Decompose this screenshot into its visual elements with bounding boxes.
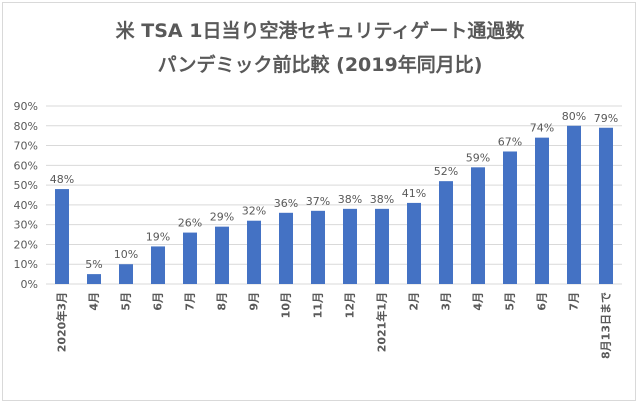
data-label: 74% bbox=[530, 122, 554, 135]
bar bbox=[183, 232, 197, 284]
x-tick-label: 2020年3月 bbox=[55, 292, 69, 352]
y-tick-label: 80% bbox=[14, 120, 38, 133]
bar bbox=[343, 208, 357, 284]
bar bbox=[279, 212, 293, 284]
x-tick-label: 3月 bbox=[440, 292, 453, 311]
x-tick-label: 9月 bbox=[248, 292, 261, 311]
bar bbox=[439, 181, 453, 284]
data-label: 41% bbox=[402, 187, 426, 200]
bar bbox=[55, 189, 69, 284]
data-label: 37% bbox=[306, 195, 330, 208]
x-tick-label: 7月 bbox=[184, 292, 197, 311]
x-tick-label: 4月 bbox=[88, 292, 101, 311]
y-tick-label: 60% bbox=[14, 159, 38, 172]
y-tick-label: 10% bbox=[14, 258, 38, 271]
bar bbox=[471, 167, 485, 284]
x-axis-tick-labels: 2020年3月 4月 5月 6月 7月 8月 9月 10月 11月 12月 2021年1月 2月 3月 4… bbox=[55, 292, 613, 359]
y-tick-label: 50% bbox=[14, 179, 38, 192]
y-tick-label: 30% bbox=[14, 219, 38, 232]
x-tick-label: 11月 bbox=[312, 292, 325, 318]
data-labels: 48% 5% 10% 19% 26% 29% 32% 36% 37% 38% 38% 41% 52% 59… bbox=[50, 110, 618, 271]
x-tick-label: 8月 bbox=[216, 292, 229, 311]
bar bbox=[215, 226, 229, 284]
data-label: 5% bbox=[85, 258, 102, 271]
bar bbox=[151, 246, 165, 284]
chart-title: 米 TSA 1日当り空港セキュリティゲート通過数 bbox=[115, 20, 525, 42]
data-label: 67% bbox=[498, 135, 522, 148]
gridlines bbox=[46, 105, 622, 285]
bar bbox=[503, 151, 517, 284]
chart-subtitle: パンデミック前比較 (2019年同月比) bbox=[157, 54, 483, 76]
data-label: 38% bbox=[338, 193, 362, 206]
y-tick-label: 0% bbox=[21, 278, 38, 291]
x-tick-label: 5月 bbox=[504, 292, 517, 311]
x-tick-label: 12月 bbox=[344, 292, 357, 318]
data-label: 19% bbox=[146, 230, 170, 243]
bars bbox=[55, 125, 613, 285]
data-label: 52% bbox=[434, 165, 458, 178]
x-tick-label: 10月 bbox=[280, 292, 293, 318]
y-tick-label: 90% bbox=[14, 100, 38, 113]
x-tick-label: 5月 bbox=[120, 292, 133, 311]
bar bbox=[119, 264, 133, 284]
y-tick-label: 40% bbox=[14, 199, 38, 212]
bar bbox=[247, 220, 261, 284]
data-label: 10% bbox=[114, 248, 138, 261]
data-label: 80% bbox=[562, 110, 586, 123]
y-axis-tick-labels: 0% 10% 20% 30% 40% 50% 60% 70% 80% 90% bbox=[14, 100, 38, 291]
bar bbox=[311, 210, 325, 284]
bar bbox=[375, 208, 389, 284]
x-tick-label: 8月13日まで bbox=[600, 292, 613, 359]
bar bbox=[567, 125, 581, 285]
bar bbox=[407, 202, 421, 284]
x-tick-label: 6月 bbox=[536, 292, 549, 311]
data-label: 32% bbox=[242, 205, 266, 218]
bar bbox=[599, 127, 613, 284]
x-tick-label: 2021年1月 bbox=[375, 292, 389, 352]
y-tick-label: 70% bbox=[14, 140, 38, 153]
chart-frame bbox=[2, 2, 636, 401]
data-label: 79% bbox=[594, 112, 618, 125]
data-label: 48% bbox=[50, 173, 74, 186]
data-label: 38% bbox=[370, 193, 394, 206]
bar bbox=[87, 274, 101, 284]
bar bbox=[535, 137, 549, 284]
x-tick-label: 7月 bbox=[568, 292, 581, 311]
x-tick-label: 6月 bbox=[152, 292, 165, 311]
data-label: 26% bbox=[178, 217, 202, 230]
x-tick-label: 2月 bbox=[408, 292, 421, 311]
y-tick-label: 20% bbox=[14, 238, 38, 251]
data-label: 59% bbox=[466, 151, 490, 164]
x-tick-label: 4月 bbox=[472, 292, 485, 311]
data-label: 29% bbox=[210, 211, 234, 224]
data-label: 36% bbox=[274, 197, 298, 210]
